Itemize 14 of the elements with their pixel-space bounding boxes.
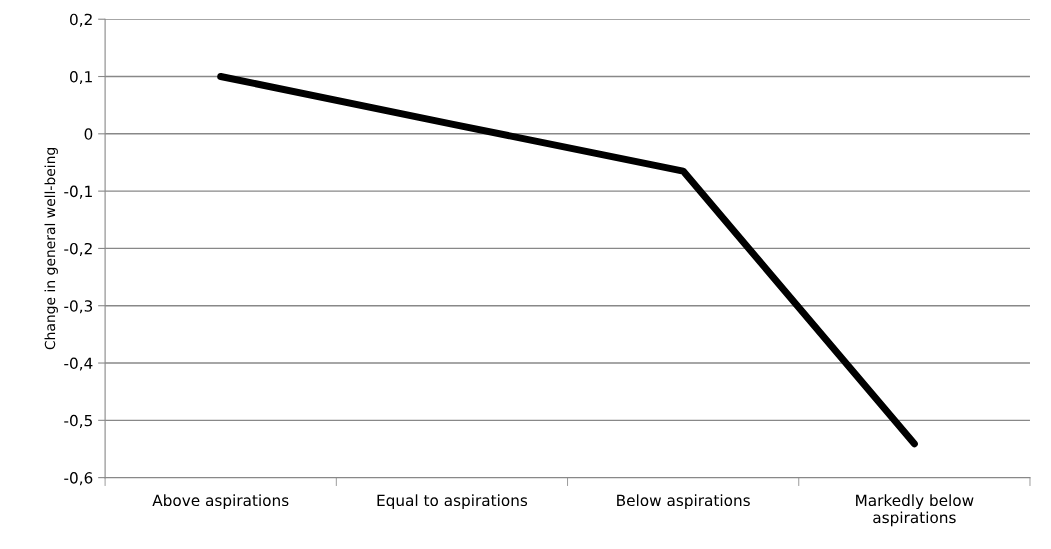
y-tick-label: -0,1	[64, 185, 92, 199]
y-tick-label: -0,6	[64, 472, 93, 486]
y-tick-label: 0	[84, 128, 93, 140]
y-tick-label: -0,3	[64, 300, 93, 314]
x-tick-label: Markedly below aspirations	[856, 494, 974, 527]
y-tick-label: 0,2	[70, 13, 92, 27]
y-tick-label: 0,1	[70, 70, 92, 85]
x-tick-label: Above aspirations	[152, 494, 289, 510]
x-tick-label: Equal to aspirations	[377, 494, 528, 510]
y-tick-label: -0,2	[64, 242, 92, 256]
y-axis-title: Change in general well-being	[44, 148, 58, 350]
y-tick-label: -0,4	[64, 357, 93, 371]
x-tick-label: Below aspirations	[617, 494, 750, 510]
y-tick-label: -0,5	[64, 414, 92, 428]
